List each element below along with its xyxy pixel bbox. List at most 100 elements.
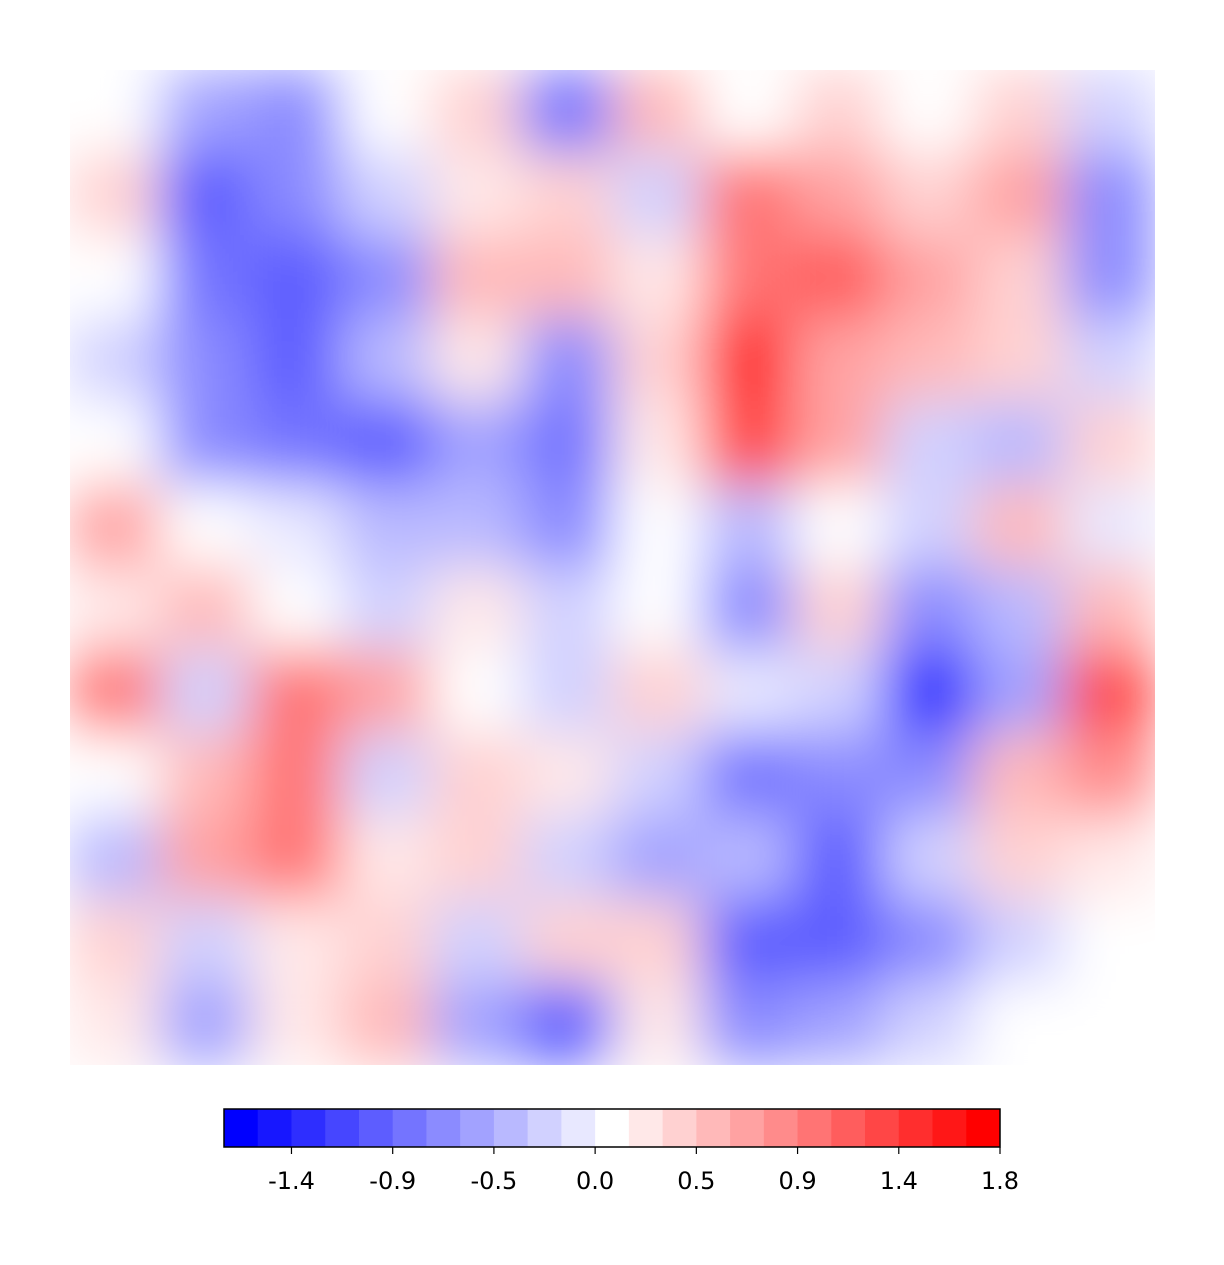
field-cell: [883, 567, 975, 651]
field-cell: [792, 152, 885, 237]
field-cell: [70, 981, 161, 1065]
field-cell: [521, 898, 613, 983]
field-cell: [159, 567, 252, 651]
field-cell: [612, 567, 704, 651]
field-cell: [883, 981, 975, 1065]
field-cell: [792, 981, 885, 1065]
field-cell: [1064, 401, 1155, 486]
field-cell: [612, 318, 704, 403]
field-cell: [883, 70, 975, 154]
field-cell: [521, 649, 613, 734]
field-cell: [702, 732, 794, 817]
field-cell: [340, 567, 433, 651]
field-cell: [702, 70, 794, 154]
field-cell: [883, 484, 975, 568]
field-cell: [612, 649, 704, 734]
field-cell: [340, 981, 433, 1065]
field-cells: [70, 70, 1155, 1065]
field-cell: [1064, 732, 1155, 817]
field-cell: [973, 152, 1066, 237]
colorbar-bin: [358, 1109, 394, 1147]
field-cell: [973, 70, 1066, 154]
field-cell: [250, 401, 342, 486]
field-cell: [702, 898, 794, 983]
field-cell: [250, 152, 342, 237]
field-cell: [612, 484, 704, 568]
field-cell: [973, 318, 1066, 403]
colorbar-bin: [561, 1109, 596, 1147]
field-cell: [521, 70, 613, 154]
field-cell: [792, 898, 885, 983]
colorbar-tick-label: 0.9: [778, 1167, 816, 1195]
colorbar-tick-label: 1.8: [981, 1167, 1019, 1195]
field-cell: [1064, 484, 1155, 568]
field-cell: [792, 567, 885, 651]
contour-field: [70, 70, 1155, 1065]
field-cell: [1064, 235, 1155, 320]
field-cell: [159, 401, 252, 486]
field-cell: [431, 70, 523, 154]
field-cell: [973, 401, 1066, 486]
field-cell: [159, 815, 252, 900]
colorbar-tick-label: -1.4: [268, 1167, 315, 1195]
field-cell: [612, 981, 704, 1065]
colorbar-tick-label: -0.9: [369, 1167, 416, 1195]
colorbar-bin: [797, 1109, 832, 1147]
colorbar-bin: [595, 1109, 630, 1147]
field-cell: [1064, 981, 1155, 1065]
field-cell: [70, 318, 161, 403]
field-cell: [612, 235, 704, 320]
colorbar-bin: [426, 1109, 461, 1147]
field-cell: [431, 898, 523, 983]
field-cell: [792, 815, 885, 900]
field-cell: [883, 732, 975, 817]
field-cell: [973, 235, 1066, 320]
colorbar-bin: [763, 1109, 799, 1147]
field-cell: [883, 815, 975, 900]
field-cell: [883, 235, 975, 320]
field-cell: [973, 898, 1066, 983]
field-cell: [1064, 152, 1155, 237]
field-cell: [340, 318, 433, 403]
field-cell: [792, 649, 885, 734]
colorbar-bin: [460, 1109, 495, 1147]
field-cell: [521, 732, 613, 817]
field-cell: [70, 235, 161, 320]
field-cell: [340, 649, 433, 734]
field-cell: [431, 981, 523, 1065]
field-cell: [159, 484, 252, 568]
field-cell: [159, 152, 252, 237]
field-cell: [250, 981, 342, 1065]
colorbar-bin: [898, 1109, 934, 1147]
field-cell: [250, 567, 342, 651]
field-cell: [250, 815, 342, 900]
colorbar-bin: [291, 1109, 326, 1147]
field-cell: [973, 732, 1066, 817]
field-cell: [70, 815, 161, 900]
field-cell: [159, 732, 252, 817]
field-cell: [1064, 898, 1155, 983]
field-cell: [702, 981, 794, 1065]
field-cell: [702, 567, 794, 651]
colorbar-bin: [325, 1109, 360, 1147]
field-cell: [340, 815, 433, 900]
field-cell: [250, 235, 342, 320]
field-cell: [70, 484, 161, 568]
colorbar-bin: [392, 1109, 427, 1147]
field-cell: [70, 401, 161, 486]
field-cell: [250, 484, 342, 568]
field-cell: [883, 898, 975, 983]
field-cell: [883, 649, 975, 734]
field-cell: [431, 235, 523, 320]
field-cell: [521, 567, 613, 651]
colorbar-bin: [966, 1109, 1001, 1147]
colorbar-tick-label: 1.4: [880, 1167, 918, 1195]
field-cell: [883, 152, 975, 237]
field-cell: [159, 70, 252, 154]
colorbar-frame: [223, 1108, 1001, 1148]
field-cell: [70, 70, 161, 154]
field-cell: [70, 898, 161, 983]
field-cell: [431, 815, 523, 900]
field-cell: [792, 484, 885, 568]
